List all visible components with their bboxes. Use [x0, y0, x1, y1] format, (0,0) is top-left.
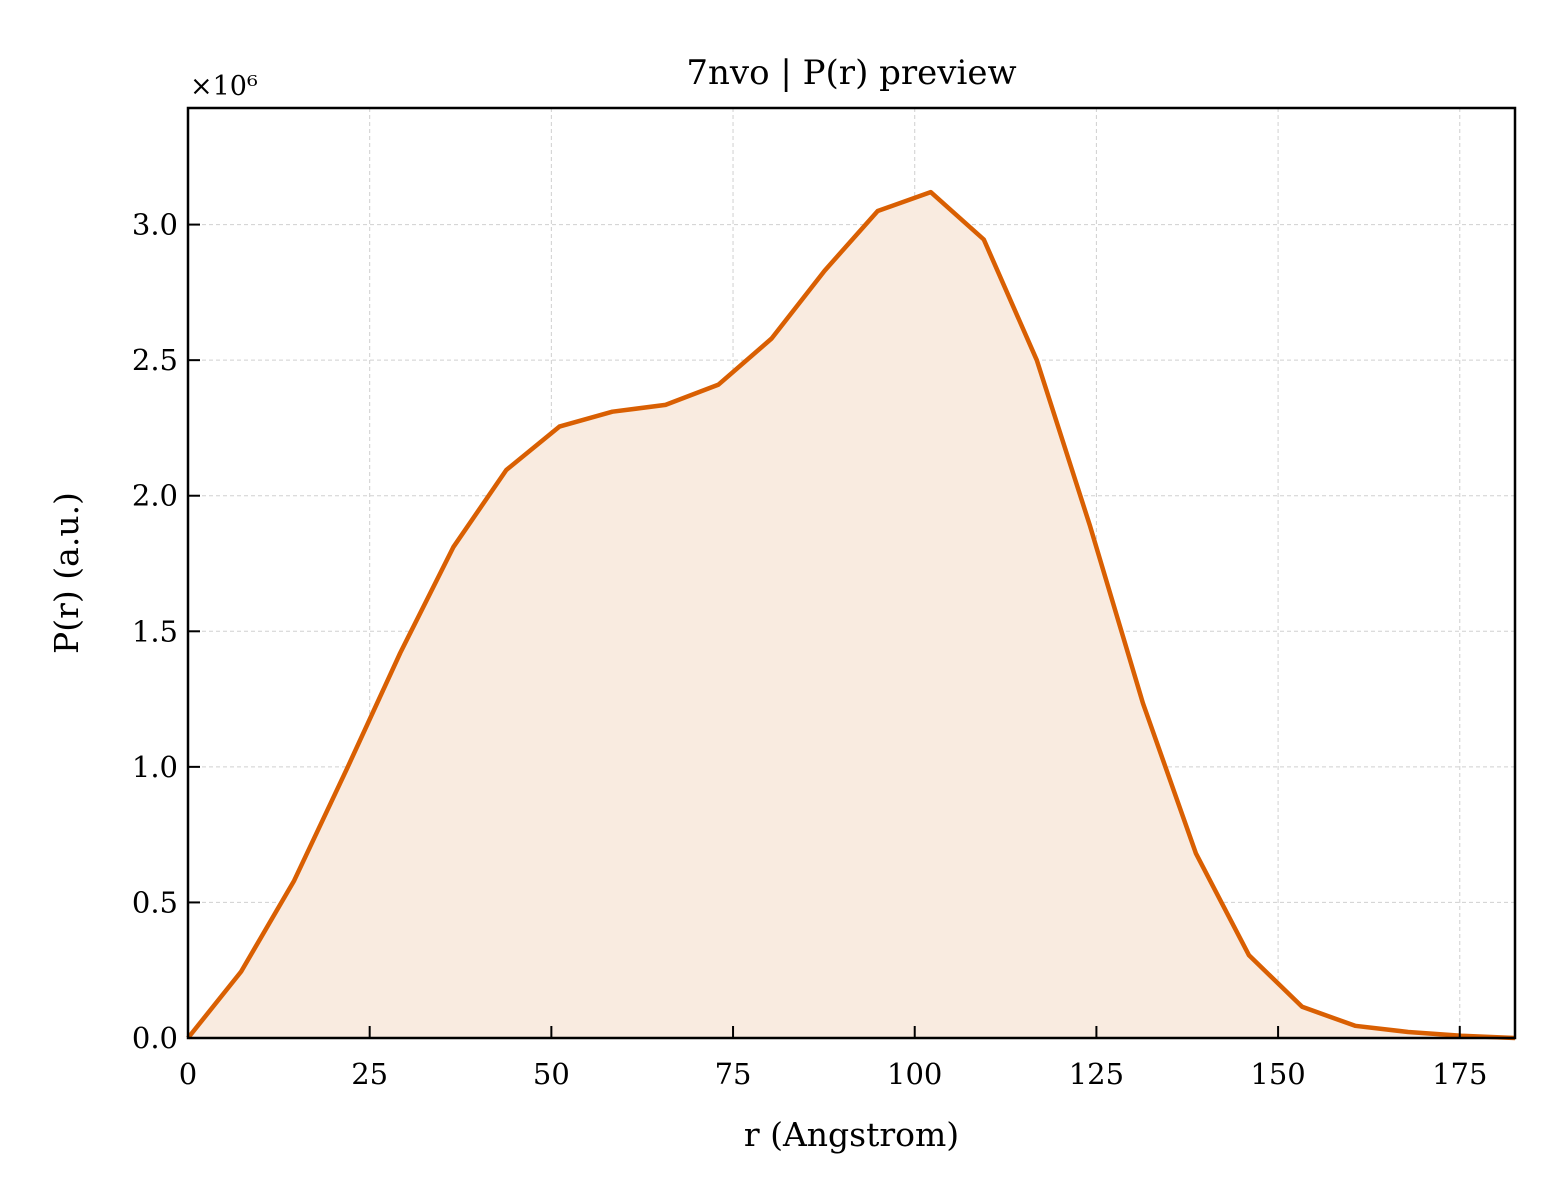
x-tick-label: 75	[715, 1057, 752, 1091]
y-tick-label: 1.0	[132, 750, 178, 784]
x-tick-label: 150	[1250, 1057, 1305, 1091]
chart-title: 7nvo | P(r) preview	[686, 53, 1016, 93]
x-tick-label: 50	[533, 1057, 570, 1091]
y-tick-label: 0.0	[132, 1021, 178, 1055]
y-tick-label: 2.0	[132, 479, 178, 513]
x-tick-label: 100	[887, 1057, 942, 1091]
y-tick-label: 3.0	[132, 208, 178, 242]
y-axis-multiplier: ×10⁶	[190, 71, 258, 102]
y-tick-label: 0.5	[132, 885, 178, 919]
y-tick-label: 1.5	[132, 614, 178, 648]
y-axis-label: P(r) (a.u.)	[47, 492, 86, 654]
x-tick-label: 175	[1432, 1057, 1487, 1091]
series-line	[186, 189, 1516, 1041]
series-area-fill	[188, 192, 1515, 1039]
x-axis-label: r (Angstrom)	[744, 1115, 959, 1154]
y-tick-label: 2.5	[132, 343, 178, 377]
x-tick-label: 0	[179, 1057, 197, 1091]
x-tick-label: 125	[1069, 1057, 1124, 1091]
x-tick-label: 25	[351, 1057, 388, 1091]
plot-frame	[186, 106, 1517, 1040]
ticks: 0 25 50 75 100 125 150 175 0.0 0.5 1.0 1.5 2.0 2.5 3.0	[132, 208, 1488, 1091]
